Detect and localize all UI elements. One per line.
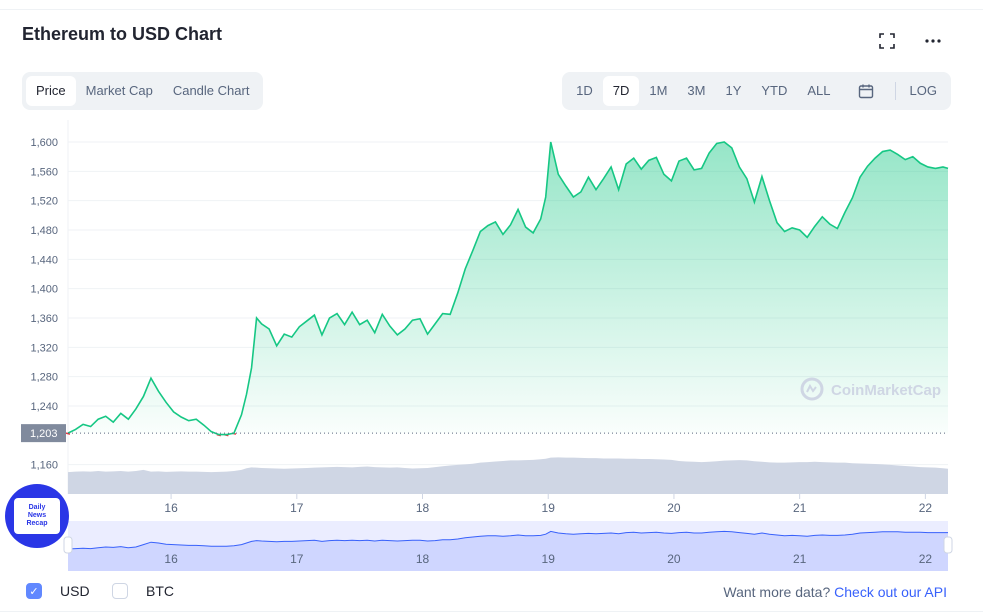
calendar-icon[interactable] bbox=[841, 76, 891, 106]
range-1y[interactable]: 1Y bbox=[725, 83, 742, 98]
more-icon[interactable] bbox=[921, 30, 945, 52]
fullscreen-icon[interactable] bbox=[875, 30, 899, 52]
usd-toggle[interactable]: ✓ USD bbox=[26, 583, 90, 599]
y-tick-label: 1,240 bbox=[30, 401, 58, 413]
range-all[interactable]: ALL bbox=[807, 83, 831, 98]
y-tick-label: 1,480 bbox=[30, 225, 58, 237]
y-tick-label: 1,520 bbox=[30, 196, 58, 208]
y-axis: 1,600 1,560 1,520 1,480 1,440 1,400 1,360 1,320… bbox=[30, 137, 58, 472]
price-area bbox=[68, 142, 948, 435]
x-tick-label: 20 bbox=[667, 501, 681, 515]
x-tick-label: 22 bbox=[919, 501, 933, 515]
watermark: CoinMarketCap bbox=[800, 377, 941, 401]
page-title: Ethereum to USD Chart bbox=[22, 24, 223, 44]
reference-label-text: 1,203 bbox=[30, 428, 58, 440]
badge-line-1: Daily bbox=[28, 504, 46, 511]
tab-candle-chart[interactable]: Candle Chart bbox=[172, 83, 250, 98]
api-link[interactable]: Check out our API bbox=[834, 584, 947, 600]
navigator-tick-label: 17 bbox=[290, 552, 304, 566]
bottom-border bbox=[0, 611, 983, 612]
x-tick-label: 19 bbox=[542, 501, 556, 515]
btc-label: BTC bbox=[146, 583, 174, 599]
navigator-tick-label: 22 bbox=[919, 552, 933, 566]
price-line bbox=[67, 141, 949, 436]
badge-line-2: News bbox=[27, 512, 47, 519]
navigator-left-handle bbox=[63, 536, 73, 554]
usd-checkbox[interactable]: ✓ bbox=[26, 583, 42, 599]
y-tick-label: 1,600 bbox=[30, 137, 58, 149]
navigator-tick-label: 18 bbox=[416, 552, 430, 566]
x-tick-label: 17 bbox=[290, 501, 304, 515]
y-tick-label: 1,440 bbox=[30, 254, 58, 266]
x-tick-label: 18 bbox=[416, 501, 430, 515]
y-tick-label: 1,560 bbox=[30, 166, 58, 178]
chart-footer: ✓ USD BTC Want more data? Check out our … bbox=[0, 583, 983, 605]
volume-area bbox=[68, 457, 948, 494]
api-promo: Want more data? Check out our API bbox=[723, 584, 947, 600]
usd-label: USD bbox=[60, 583, 90, 599]
reference-label: 1,203 bbox=[21, 424, 66, 443]
y-tick-label: 1,400 bbox=[30, 284, 58, 296]
y-tick-label: 1,160 bbox=[30, 460, 58, 472]
chart-type-tabs: Price Market Cap Candle Chart bbox=[22, 72, 264, 110]
top-border bbox=[0, 9, 983, 10]
tab-price[interactable]: Price bbox=[26, 76, 76, 106]
range-divider bbox=[894, 82, 896, 100]
api-prefix: Want more data? bbox=[723, 584, 831, 600]
volume-bars bbox=[68, 457, 948, 494]
tab-market-cap[interactable]: Market Cap bbox=[85, 83, 153, 98]
navigator-tick-label: 16 bbox=[164, 552, 178, 566]
navigator[interactable]: 16 17 18 19 20 21 22 bbox=[63, 521, 953, 571]
watermark-text: CoinMarketCap bbox=[831, 382, 941, 399]
price-chart[interactable]: 1,600 1,560 1,520 1,480 1,440 1,400 1,360 1,320… bbox=[0, 0, 983, 580]
badge-line-3: Recap bbox=[26, 520, 48, 527]
daily-news-badge[interactable]: Daily News Recap bbox=[5, 484, 69, 548]
navigator-tick-label: 21 bbox=[793, 552, 807, 566]
range-ytd[interactable]: YTD bbox=[761, 83, 788, 98]
y-tick-label: 1,360 bbox=[30, 313, 58, 325]
range-1d[interactable]: 1D bbox=[576, 83, 593, 98]
range-1m[interactable]: 1M bbox=[649, 83, 668, 98]
x-tick-label: 21 bbox=[793, 501, 807, 515]
y-tick-label: 1,320 bbox=[30, 342, 58, 354]
range-3m[interactable]: 3M bbox=[687, 83, 706, 98]
y-tick-label: 1,280 bbox=[30, 372, 58, 384]
btc-checkbox[interactable] bbox=[112, 583, 128, 599]
x-tick-label: 16 bbox=[164, 501, 178, 515]
btc-toggle[interactable]: BTC bbox=[112, 583, 174, 599]
range-tabs: 1D 7D 1M 3M 1Y YTD ALL LOG bbox=[562, 72, 951, 110]
x-axis: 16 17 18 19 20 21 22 bbox=[164, 494, 932, 515]
navigator-right-handle bbox=[943, 536, 953, 554]
navigator-tick-label: 20 bbox=[667, 552, 681, 566]
chart-actions bbox=[875, 30, 945, 52]
price-line-down bbox=[65, 432, 237, 437]
navigator-tick-label: 19 bbox=[542, 552, 556, 566]
range-7d[interactable]: 7D bbox=[602, 76, 640, 106]
coinmarketcap-logo-icon bbox=[806, 383, 817, 393]
log-toggle[interactable]: LOG bbox=[909, 83, 937, 98]
badge-label: Daily News Recap bbox=[14, 498, 60, 534]
